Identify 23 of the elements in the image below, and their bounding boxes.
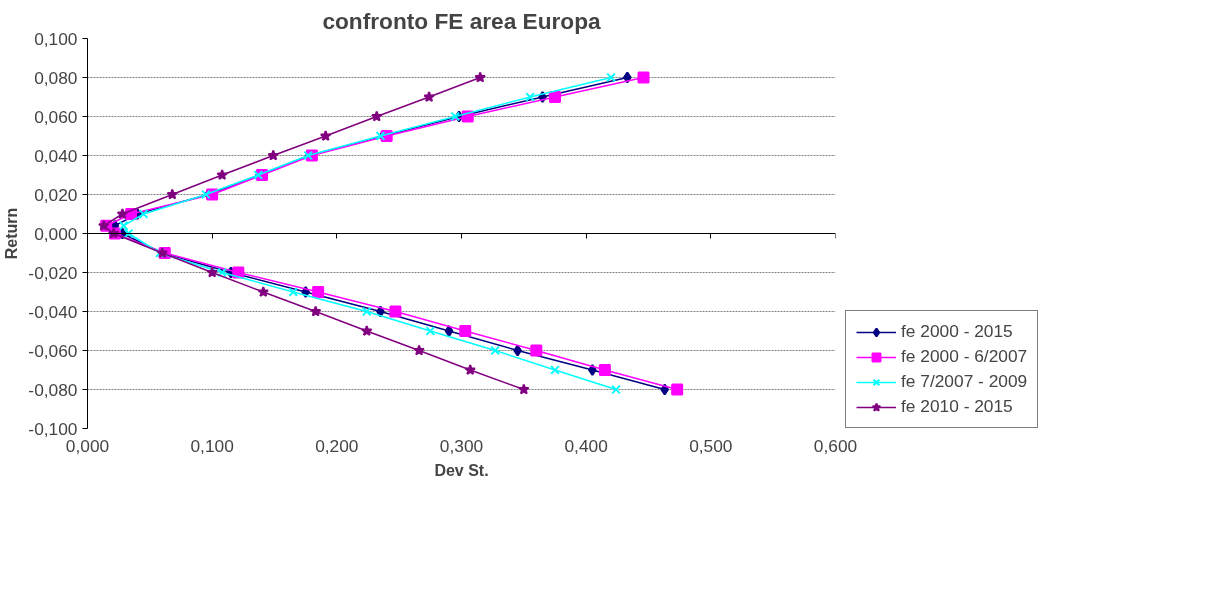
y-tick-label: 0,000 <box>34 223 78 244</box>
y-tick-label: 0,020 <box>34 184 78 205</box>
y-tick-label: 0,040 <box>34 145 78 166</box>
x-tick-label: 0,500 <box>689 435 733 456</box>
x-tick-label: 0,100 <box>190 435 234 456</box>
y-tick-label: 0,100 <box>34 28 78 49</box>
x-tick-label: 0,600 <box>813 435 858 456</box>
x-tick-label: 0,300 <box>439 435 484 456</box>
chart-title: confronto FE area Europa <box>322 7 601 34</box>
y-tick-label: -0,020 <box>28 262 78 283</box>
x-axis-title: Dev St. <box>434 461 489 479</box>
y-tick-label: 0,060 <box>34 106 78 127</box>
y-tick-label: -0,080 <box>28 379 78 400</box>
y-tick-label: -0,040 <box>28 301 78 322</box>
legend-label: fe 2010 - 2015 <box>901 396 1013 417</box>
legend-label: fe 7/2007 - 2009 <box>901 371 1028 392</box>
y-tick-label: 0,080 <box>34 67 78 88</box>
y-tick-label: -0,060 <box>28 340 78 361</box>
legend-label: fe 2000 - 6/2007 <box>901 346 1028 367</box>
x-tick-label: 0,200 <box>315 435 359 456</box>
x-tick-label: 0,400 <box>564 435 608 456</box>
legend-label: fe 2000 - 2015 <box>901 321 1013 342</box>
y-axis-title: Return <box>3 207 21 260</box>
